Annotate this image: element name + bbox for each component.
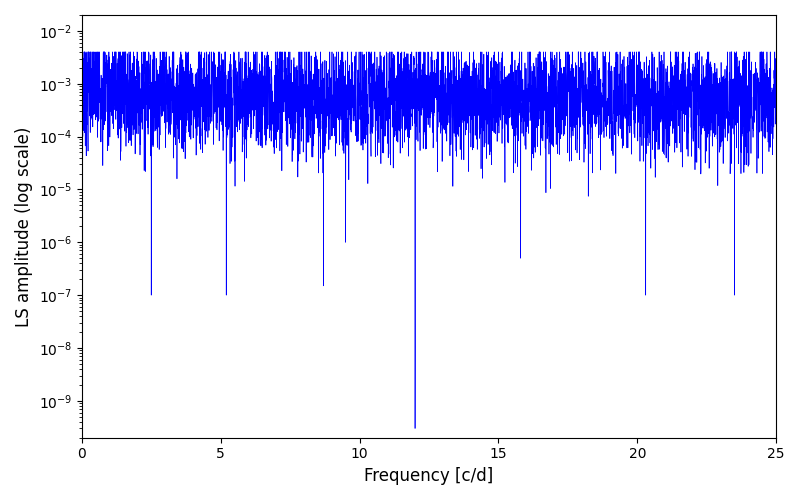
- X-axis label: Frequency [c/d]: Frequency [c/d]: [364, 467, 494, 485]
- Y-axis label: LS amplitude (log scale): LS amplitude (log scale): [15, 126, 33, 326]
